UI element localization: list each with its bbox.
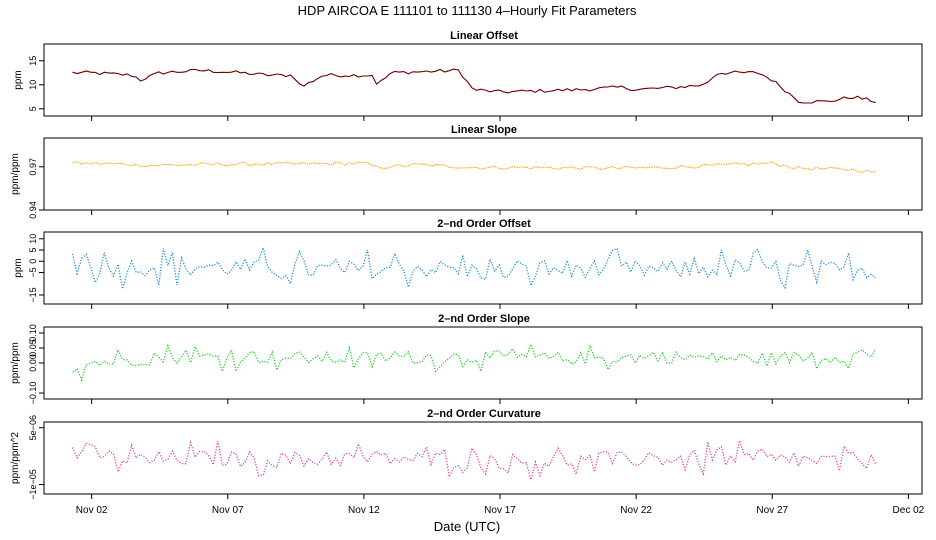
y-tick-label: 5e−06 <box>28 415 38 440</box>
series-path <box>72 438 877 483</box>
y-tick-label: 0.10 <box>28 324 38 342</box>
y-tick-label: 0.97 <box>28 158 38 176</box>
panel-2nd-order-slope: 2–nd Order Slope ppm/ppm −0.10 0.000.050.… <box>10 313 923 404</box>
series-line <box>72 68 876 104</box>
panel-title: Linear Offset <box>450 30 518 42</box>
y-tick-label: 5 <box>28 106 38 111</box>
panel-2nd-order-curvature: 2–nd Order Curvature ppm/ppm^2 −1e−05 5e−… <box>10 408 923 500</box>
plot-frame <box>43 326 923 400</box>
x-tick-label: Nov 12 <box>348 505 380 516</box>
series-path <box>72 161 876 174</box>
x-tick-label: Dec 02 <box>893 505 925 516</box>
y-tick-label: −5 <box>28 267 38 277</box>
y-axis-label: ppm <box>13 70 24 89</box>
x-ticks[interactable] <box>91 494 909 499</box>
panel-title: 2–nd Order Offset <box>437 218 531 230</box>
x-tick-label: Nov 02 <box>76 505 108 516</box>
y-tick-label: 5 <box>28 247 38 252</box>
x-tick-label: Nov 17 <box>484 505 516 516</box>
x-ticks <box>91 304 909 309</box>
y-tick-label: −0.10 <box>28 382 38 405</box>
panel-2nd-order-offset: 2–nd Order Offset ppm −15 −5 0 5 10 <box>13 218 923 309</box>
x-tick-label: Nov 27 <box>756 505 788 516</box>
y-tick-label: 10 <box>28 80 38 90</box>
x-ticks <box>91 116 909 121</box>
y-ticks: 0.94 0.97 <box>28 158 44 219</box>
series-line <box>72 161 876 174</box>
series-path <box>71 245 877 290</box>
y-tick-label: 0.05 <box>28 339 38 357</box>
y-tick-label: −1e−05 <box>28 469 38 500</box>
plot-frame <box>43 231 923 305</box>
series-line <box>72 438 877 483</box>
plot-frame <box>43 137 923 211</box>
x-tick-labels: Nov 02 Nov 07 Nov 12 Nov 17 Nov 22 Nov 27 Dec … <box>76 505 925 516</box>
figure-title: HDP AIRCOA E 111101 to 111130 4–Hourly F… <box>298 3 637 18</box>
y-tick-label: 0.00 <box>28 354 38 372</box>
series-path-overlay <box>72 68 876 104</box>
x-axis-label: Date (UTC) <box>434 519 500 534</box>
y-axis-label: ppm <box>13 258 24 277</box>
x-tick-label: Nov 22 <box>620 505 652 516</box>
y-axis-label: ppm/ppm <box>10 342 21 384</box>
y-tick-label: 0.94 <box>28 201 38 219</box>
y-axis-label: ppm/ppm <box>10 153 21 195</box>
panel-linear-slope: Linear Slope ppm/ppm 0.94 0.97 <box>10 124 923 219</box>
series-line <box>72 342 877 383</box>
series-line <box>71 245 877 290</box>
panel-title: Linear Slope <box>451 124 517 136</box>
y-tick-label: −15 <box>28 287 38 302</box>
y-ticks: −1e−05 5e−06 <box>28 415 44 500</box>
plot-frame <box>43 421 923 495</box>
series-path <box>72 342 877 383</box>
x-ticks <box>91 210 909 215</box>
y-tick-label: 0 <box>28 259 38 264</box>
y-tick-label: 10 <box>28 234 38 244</box>
panel-title: 2–nd Order Curvature <box>427 408 541 420</box>
y-ticks: −0.10 0.000.050.10 <box>28 324 44 404</box>
y-axis-label: ppm/ppm^2 <box>10 432 21 484</box>
y-tick-label: 15 <box>28 56 38 66</box>
panel-linear-offset: Linear Offset ppm 5 10 15 <box>13 30 923 121</box>
y-ticks: 5 10 15 <box>28 56 44 111</box>
x-tick-label: Nov 07 <box>212 505 244 516</box>
x-ticks <box>91 399 909 404</box>
series-path <box>72 68 876 104</box>
plot-frame <box>43 43 923 117</box>
panel-title: 2–nd Order Slope <box>438 313 530 325</box>
y-ticks: −15 −5 0 5 10 <box>28 234 44 303</box>
